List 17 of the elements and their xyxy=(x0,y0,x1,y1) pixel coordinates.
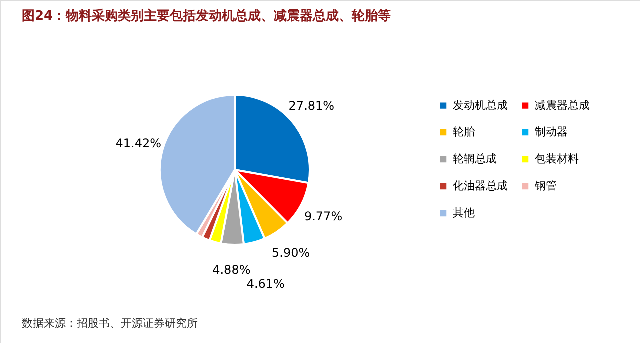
data-label: 9.77% xyxy=(304,209,343,224)
legend-label: 化油器总成 xyxy=(453,180,508,192)
legend-label: 制动器 xyxy=(535,126,568,138)
data-label: 41.42% xyxy=(116,136,162,150)
legend-label: 轮辋总成 xyxy=(453,152,497,166)
legend-label: 钢管 xyxy=(534,180,557,192)
legend-label: 其他 xyxy=(453,206,475,220)
legend-label: 包装材料 xyxy=(535,152,579,166)
legend-label: 发动机总成 xyxy=(453,98,508,112)
legend-label: 轮胎 xyxy=(453,126,475,138)
data-label: 5.90% xyxy=(272,246,310,260)
data-label: 27.81% xyxy=(288,98,335,113)
chart-title: 图24：物料采购类别主要包括发动机总成、减震器总成、轮胎等 xyxy=(22,8,392,24)
data-label: 4.88% xyxy=(212,262,251,277)
source-note: 数据来源：招股书、开源证券研究所 xyxy=(22,317,198,330)
legend-label: 减震器总成 xyxy=(535,98,590,112)
data-label: 4.61% xyxy=(246,276,285,291)
